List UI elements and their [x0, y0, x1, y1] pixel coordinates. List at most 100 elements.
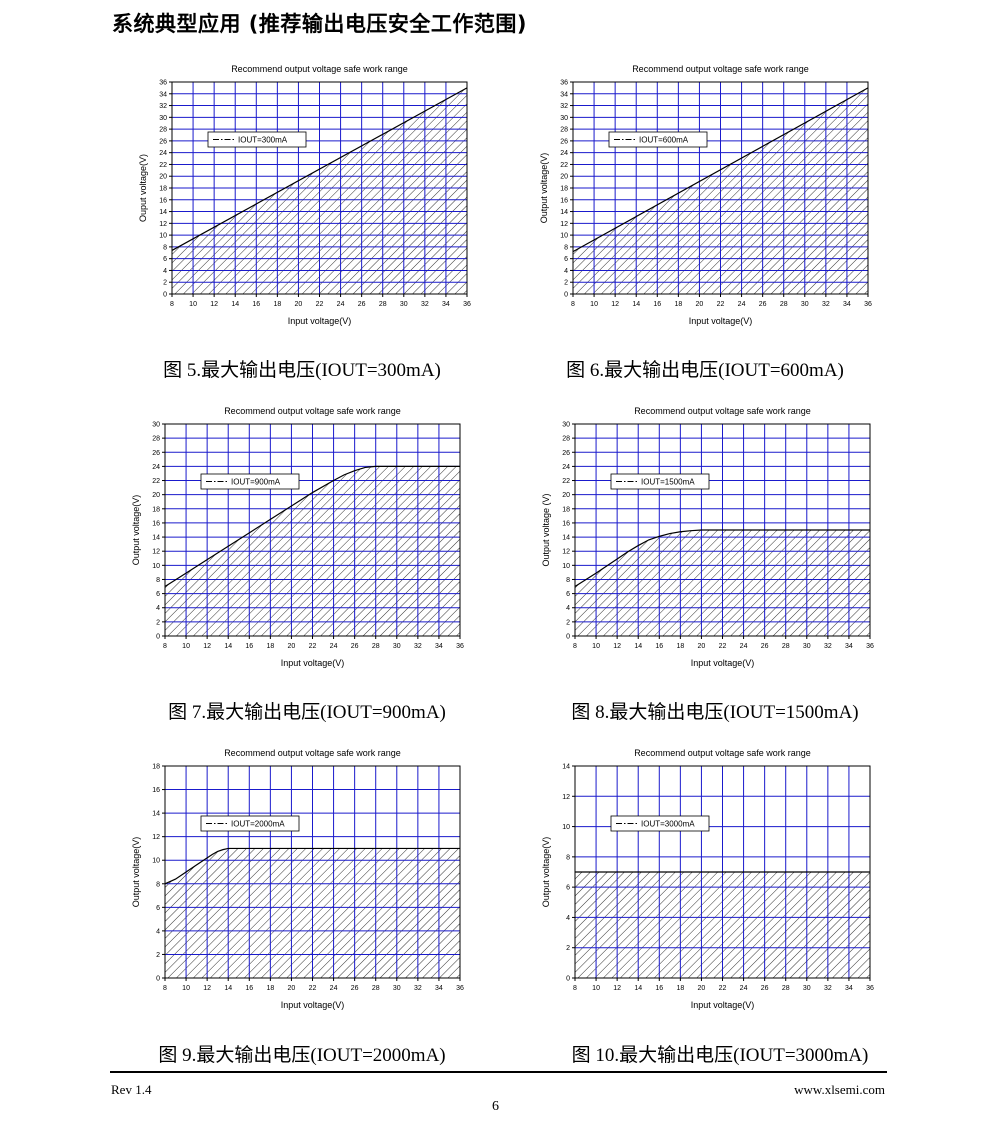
- chart-title: Recommend output voltage safe work range: [634, 406, 811, 416]
- x-tick-label: 34: [843, 301, 851, 308]
- y-tick-label: 14: [562, 535, 570, 542]
- y-tick-label: 14: [562, 764, 570, 771]
- footer-divider: [110, 1071, 887, 1073]
- y-tick-label: 26: [152, 450, 160, 457]
- x-tick-label: 24: [740, 643, 748, 650]
- x-tick-label: 36: [456, 643, 464, 650]
- x-tick-label: 8: [571, 301, 575, 308]
- y-tick-label: 0: [566, 634, 570, 641]
- x-tick-label: 34: [442, 301, 450, 308]
- y-tick-label: 36: [159, 80, 167, 87]
- x-tick-label: 14: [634, 643, 642, 650]
- x-tick-label: 22: [719, 985, 727, 992]
- series-line: [164, 465, 460, 588]
- y-tick-label: 4: [566, 605, 570, 612]
- x-tick-label: 10: [189, 301, 197, 308]
- x-tick-label: 30: [803, 643, 811, 650]
- x-axis-label: Input voltage(V): [689, 316, 753, 326]
- x-tick-label: 16: [245, 985, 253, 992]
- y-tick-label: 8: [156, 577, 160, 584]
- y-tick-label: 4: [156, 928, 160, 935]
- legend-label: IOUT=3000mA: [641, 820, 695, 829]
- x-tick-label: 12: [613, 985, 621, 992]
- x-tick-label: 14: [231, 301, 239, 308]
- legend: IOUT=300mA: [207, 131, 307, 148]
- y-tick-label: 12: [562, 794, 570, 801]
- figure-caption-5: 图 5.最大输出电压(IOUT=300mA): [163, 360, 441, 381]
- y-tick-label: 12: [152, 549, 160, 556]
- x-tick-label: 34: [435, 643, 443, 650]
- y-tick-label: 14: [152, 811, 160, 818]
- y-tick-label: 32: [560, 103, 568, 110]
- x-tick-label: 10: [592, 643, 600, 650]
- x-tick-label: 16: [245, 643, 253, 650]
- y-tick-label: 12: [159, 221, 167, 228]
- legend-box: [610, 473, 710, 490]
- y-tick-label: 18: [562, 506, 570, 513]
- website-label: www.xlsemi.com: [794, 1082, 885, 1097]
- x-axis-label: Input voltage(V): [288, 316, 352, 326]
- y-tick-label: 36: [560, 80, 568, 87]
- chart-title: Recommend output voltage safe work range: [224, 406, 401, 416]
- x-tick-label: 18: [676, 985, 684, 992]
- y-tick-label: 2: [566, 945, 570, 952]
- y-tick-label: 0: [163, 292, 167, 299]
- y-axis-label: Output voltage (V): [541, 493, 551, 566]
- y-tick-label: 8: [163, 244, 167, 251]
- y-tick-label: 30: [152, 422, 160, 429]
- x-tick-label: 34: [845, 643, 853, 650]
- figure-caption-8: 图 8.最大输出电压(IOUT=1500mA): [571, 702, 859, 723]
- x-tick-label: 26: [351, 643, 359, 650]
- x-tick-label: 26: [358, 301, 366, 308]
- y-tick-label: 2: [156, 619, 160, 626]
- x-tick-label: 22: [309, 643, 317, 650]
- x-tick-label: 18: [273, 301, 281, 308]
- figure-caption-9: 图 9.最大输出电压(IOUT=2000mA): [158, 1045, 446, 1066]
- y-tick-label: 32: [159, 103, 167, 110]
- x-tick-label: 14: [634, 985, 642, 992]
- y-tick-label: 6: [156, 905, 160, 912]
- figure-caption-10: 图 10.最大输出电压(IOUT=3000mA): [571, 1045, 869, 1066]
- y-tick-label: 10: [562, 824, 570, 831]
- x-tick-label: 36: [864, 301, 872, 308]
- y-tick-label: 14: [560, 209, 568, 216]
- y-axis-label: Output voltage(V): [131, 495, 141, 566]
- x-tick-label: 20: [696, 301, 704, 308]
- y-tick-label: 2: [163, 280, 167, 287]
- x-tick-label: 32: [421, 301, 429, 308]
- x-tick-label: 16: [655, 985, 663, 992]
- legend-box: [207, 131, 307, 148]
- x-tick-label: 36: [463, 301, 471, 308]
- legend-label: IOUT=1500mA: [641, 478, 695, 487]
- y-tick-label: 34: [560, 91, 568, 98]
- y-tick-label: 2: [566, 619, 570, 626]
- legend-label: IOUT=600mA: [639, 136, 689, 145]
- x-tick-label: 28: [782, 643, 790, 650]
- legend-label: IOUT=300mA: [238, 136, 288, 145]
- x-axis-label: Input voltage(V): [691, 1000, 755, 1010]
- chart-iout-900ma: Recommend output voltage safe work range…: [131, 406, 464, 668]
- y-tick-label: 6: [566, 591, 570, 598]
- page-number: 6: [492, 1099, 499, 1114]
- x-tick-label: 14: [632, 301, 640, 308]
- legend-box: [200, 815, 300, 832]
- x-axis-label: Input voltage(V): [281, 658, 345, 668]
- y-axis-label: Output voltage(V): [131, 837, 141, 908]
- y-tick-label: 8: [564, 244, 568, 251]
- y-axis-label: Ouput voltage(V): [138, 154, 148, 222]
- x-tick-label: 20: [698, 643, 706, 650]
- chart-iout-600ma: Recommend output voltage safe work range…: [539, 64, 872, 326]
- x-tick-label: 24: [337, 301, 345, 308]
- chart-iout-1500ma: Recommend output voltage safe work range…: [541, 406, 874, 668]
- x-tick-label: 16: [252, 301, 260, 308]
- y-axis-label: Output voltage(V): [541, 837, 551, 908]
- x-tick-label: 12: [203, 643, 211, 650]
- x-tick-label: 30: [400, 301, 408, 308]
- x-tick-label: 24: [738, 301, 746, 308]
- x-tick-label: 8: [573, 643, 577, 650]
- legend-box: [610, 815, 710, 832]
- x-tick-label: 32: [824, 643, 832, 650]
- chart-title: Recommend output voltage safe work range: [224, 748, 401, 758]
- y-tick-label: 18: [152, 764, 160, 771]
- y-tick-label: 24: [562, 464, 570, 471]
